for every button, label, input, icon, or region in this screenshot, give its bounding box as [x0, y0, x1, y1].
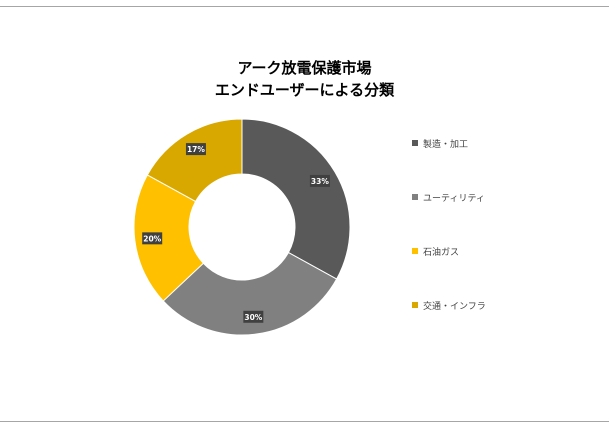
data-label-box-3 — [185, 143, 206, 156]
legend-swatch-1 — [412, 194, 418, 200]
data-label-box-1 — [243, 310, 264, 323]
donut-slice-3 — [146, 118, 243, 203]
data-label-3: 17% — [185, 143, 206, 156]
legend-item-1: ユーティリティ — [412, 190, 485, 204]
legend-label-2: 石油ガス — [423, 247, 460, 258]
bottom-border — [0, 421, 609, 422]
legend-swatch-0 — [412, 140, 418, 146]
legend-item-2: 石油ガス — [412, 244, 459, 258]
chart-title-line-1: アーク放電保護市場 — [237, 59, 372, 77]
legend-swatch-3 — [412, 302, 418, 308]
legend-item-0: 製造・加工 — [412, 136, 468, 150]
data-label-text-0: 33% — [311, 177, 329, 186]
data-label-box-2 — [142, 232, 163, 245]
chart-title: アーク放電保護市場 エンドユーザーによる分類 — [0, 57, 609, 101]
chart-title-line-2: エンドユーザーによる分類 — [214, 81, 395, 99]
donut-slice-2 — [133, 174, 205, 302]
data-label-0: 33% — [309, 174, 330, 187]
donut-slice-1 — [162, 251, 338, 336]
legend-label-3: 交通・インフラ — [423, 301, 486, 312]
top-border — [0, 6, 609, 7]
legend-item-3: 交通・インフラ — [412, 298, 486, 312]
donut-slice-0 — [241, 118, 351, 280]
legend-label-1: ユーティリティ — [423, 193, 485, 204]
legend-label-0: 製造・加工 — [423, 139, 469, 150]
data-label-text-1: 30% — [244, 313, 262, 322]
data-label-text-3: 17% — [187, 145, 205, 154]
data-label-1: 30% — [243, 310, 264, 323]
data-label-text-2: 20% — [143, 234, 161, 243]
data-label-box-0 — [309, 174, 330, 187]
legend-swatch-2 — [412, 248, 418, 254]
data-label-2: 20% — [142, 232, 163, 245]
